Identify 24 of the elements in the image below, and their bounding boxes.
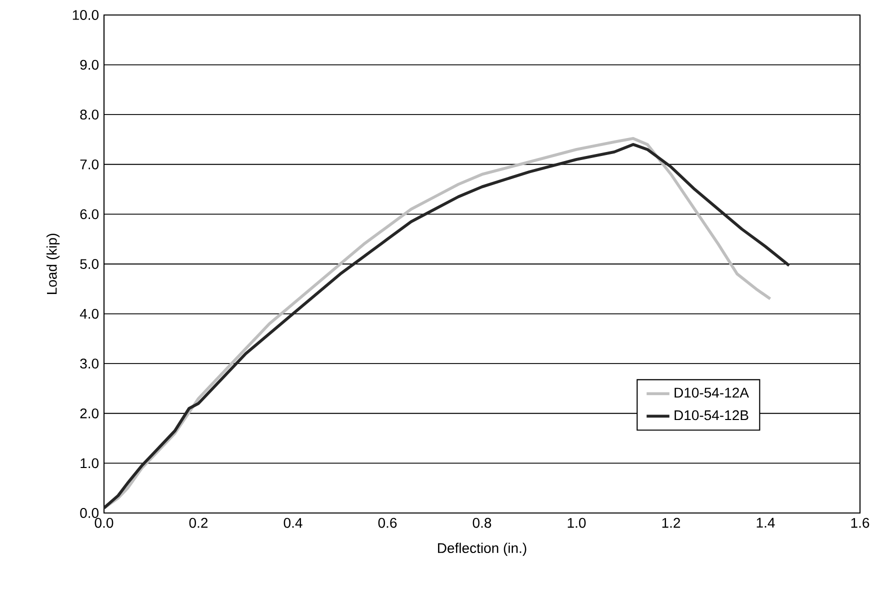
x-tick-label: 0.8 xyxy=(472,518,492,528)
y-tick-label: 9.0 xyxy=(80,60,99,70)
legend-label: D10-54-12A xyxy=(674,388,749,398)
x-tick-label: 0.4 xyxy=(284,518,302,528)
y-tick-label: 6.0 xyxy=(80,209,99,220)
y-tick-label: 2.0 xyxy=(80,408,99,418)
y-tick-label: 4.0 xyxy=(80,308,99,319)
y-tick-label: 1.0 xyxy=(80,458,99,468)
y-tick-label: 7.0 xyxy=(80,159,99,170)
x-axis-title: Deflection (in.) xyxy=(438,542,526,556)
y-tick-label: 8.0 xyxy=(80,110,99,120)
y-axis-title: Load (kip) xyxy=(46,234,60,294)
x-tick-label: 0.2 xyxy=(189,518,208,528)
y-tick-label: 5.0 xyxy=(80,259,99,269)
x-tick-label: 0.6 xyxy=(378,518,397,528)
y-tick-label: 10.0 xyxy=(72,10,99,20)
legend-label: D10-54-12B xyxy=(674,410,748,420)
y-tick-label: 3.0 xyxy=(80,358,99,369)
x-tick-label: 1.2 xyxy=(662,518,680,528)
y-tick-label: 0.0 xyxy=(80,508,99,518)
x-tick-label: 1.4 xyxy=(756,518,775,528)
x-tick-label: 0.0 xyxy=(94,518,114,528)
x-tick-label: 1.0 xyxy=(568,518,586,528)
x-tick-label: 1.6 xyxy=(851,518,870,528)
